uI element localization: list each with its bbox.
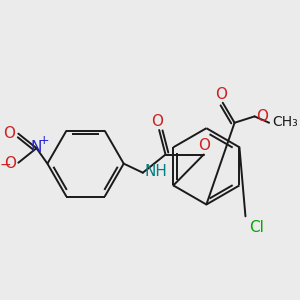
Text: CH₃: CH₃ <box>272 115 298 129</box>
Text: O: O <box>4 156 16 171</box>
Text: O: O <box>3 126 15 141</box>
Text: O: O <box>151 114 163 129</box>
Text: N: N <box>31 140 42 155</box>
Text: +: + <box>38 134 49 147</box>
Text: −: − <box>0 158 11 172</box>
Text: O: O <box>215 87 227 102</box>
Text: Cl: Cl <box>249 220 264 235</box>
Text: O: O <box>256 109 268 124</box>
Text: NH: NH <box>145 164 167 179</box>
Text: O: O <box>198 138 210 153</box>
